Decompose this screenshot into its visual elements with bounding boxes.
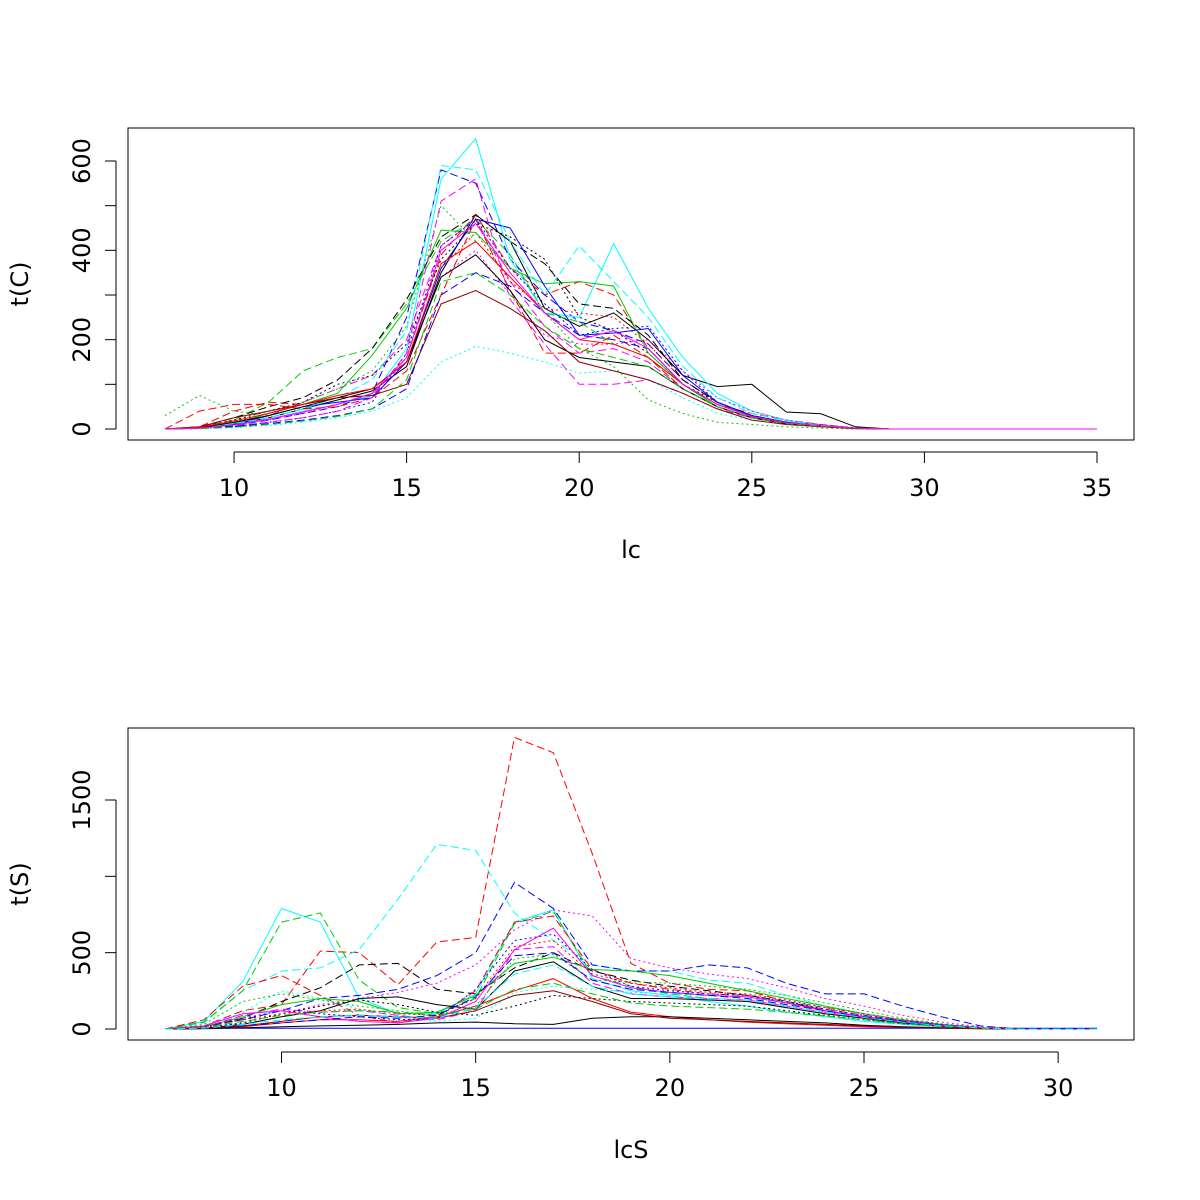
chart-bottom-series-line-1: [164, 736, 1097, 1030]
chart-bottom-x-tick-label: 15: [460, 1074, 491, 1102]
chart-top-x-axis: 10 15 20 25 30 35: [219, 451, 1113, 502]
chart-bottom-series-line-14: [164, 985, 1097, 1030]
chart-bottom-x-tick-label: 30: [1043, 1074, 1074, 1102]
chart-bottom-x-tick-label: 25: [849, 1074, 880, 1102]
chart-bottom-series-line-9: [164, 956, 1097, 1030]
chart-bottom-y-tick-label: 500: [68, 930, 96, 976]
chart-top-y-axis: 0 200 400 600: [68, 138, 117, 437]
chart-top-y-tick-label: 0: [68, 421, 96, 436]
chart-top-y-tick-label: 600: [68, 138, 96, 184]
chart-bottom-plot-frame: [127, 727, 1135, 1041]
chart-bottom-series-line-21: [164, 982, 1097, 1030]
chart-top-x-tick-label: 15: [391, 474, 422, 502]
chart-bottom-series-line-15: [164, 953, 1097, 1030]
chart-bottom-series-line-24: [164, 964, 1097, 1030]
chart-bottom-x-axis: 10 15 20 25 30: [266, 1051, 1074, 1102]
chart-top-series-line-24: [164, 222, 1097, 430]
chart-bottom-x-tick-label: 20: [655, 1074, 686, 1102]
chart-top: 10 15 20 25 30 35 0 200 400 600 lc t(C): [6, 127, 1135, 564]
chart-top-y-tick-label: 400: [68, 227, 96, 273]
chart-top-x-tick-label: 35: [1082, 474, 1113, 502]
chart-top-x-label: lc: [621, 536, 641, 564]
chart-top-x-tick-label: 20: [564, 474, 595, 502]
chart-bottom: 10 15 20 25 30 0 500 1500 lcS t(S): [6, 727, 1135, 1164]
chart-top-plot-frame: [127, 127, 1135, 441]
chart-top-series-layer: [164, 137, 1097, 430]
chart-top-y-tick-label: 200: [68, 317, 96, 363]
chart-bottom-series-line-23: [164, 952, 1097, 1030]
chart-bottom-series-line-20: [164, 990, 1097, 1030]
chart-bottom-y-tick-label: 0: [68, 1021, 96, 1036]
chart-top-x-tick-label: 30: [909, 474, 940, 502]
chart-bottom-y-label: t(S): [6, 862, 34, 905]
chart-bottom-series-line-22: [164, 939, 1097, 1030]
chart-top-series-line-11: [164, 345, 1097, 430]
chart-top-y-label: t(C): [6, 262, 34, 307]
chart-bottom-x-tick-label: 10: [266, 1074, 297, 1102]
chart-bottom-series-line-4: [164, 910, 1097, 1030]
chart-top-x-tick-label: 25: [737, 474, 768, 502]
chart-bottom-x-label: lcS: [613, 1136, 648, 1164]
chart-top-x-tick-label: 10: [219, 474, 250, 502]
chart-bottom-y-tick-label: 1500: [68, 769, 96, 830]
chart-bottom-series-layer: [164, 736, 1097, 1030]
chart-bottom-y-axis: 0 500 1500: [68, 769, 117, 1037]
